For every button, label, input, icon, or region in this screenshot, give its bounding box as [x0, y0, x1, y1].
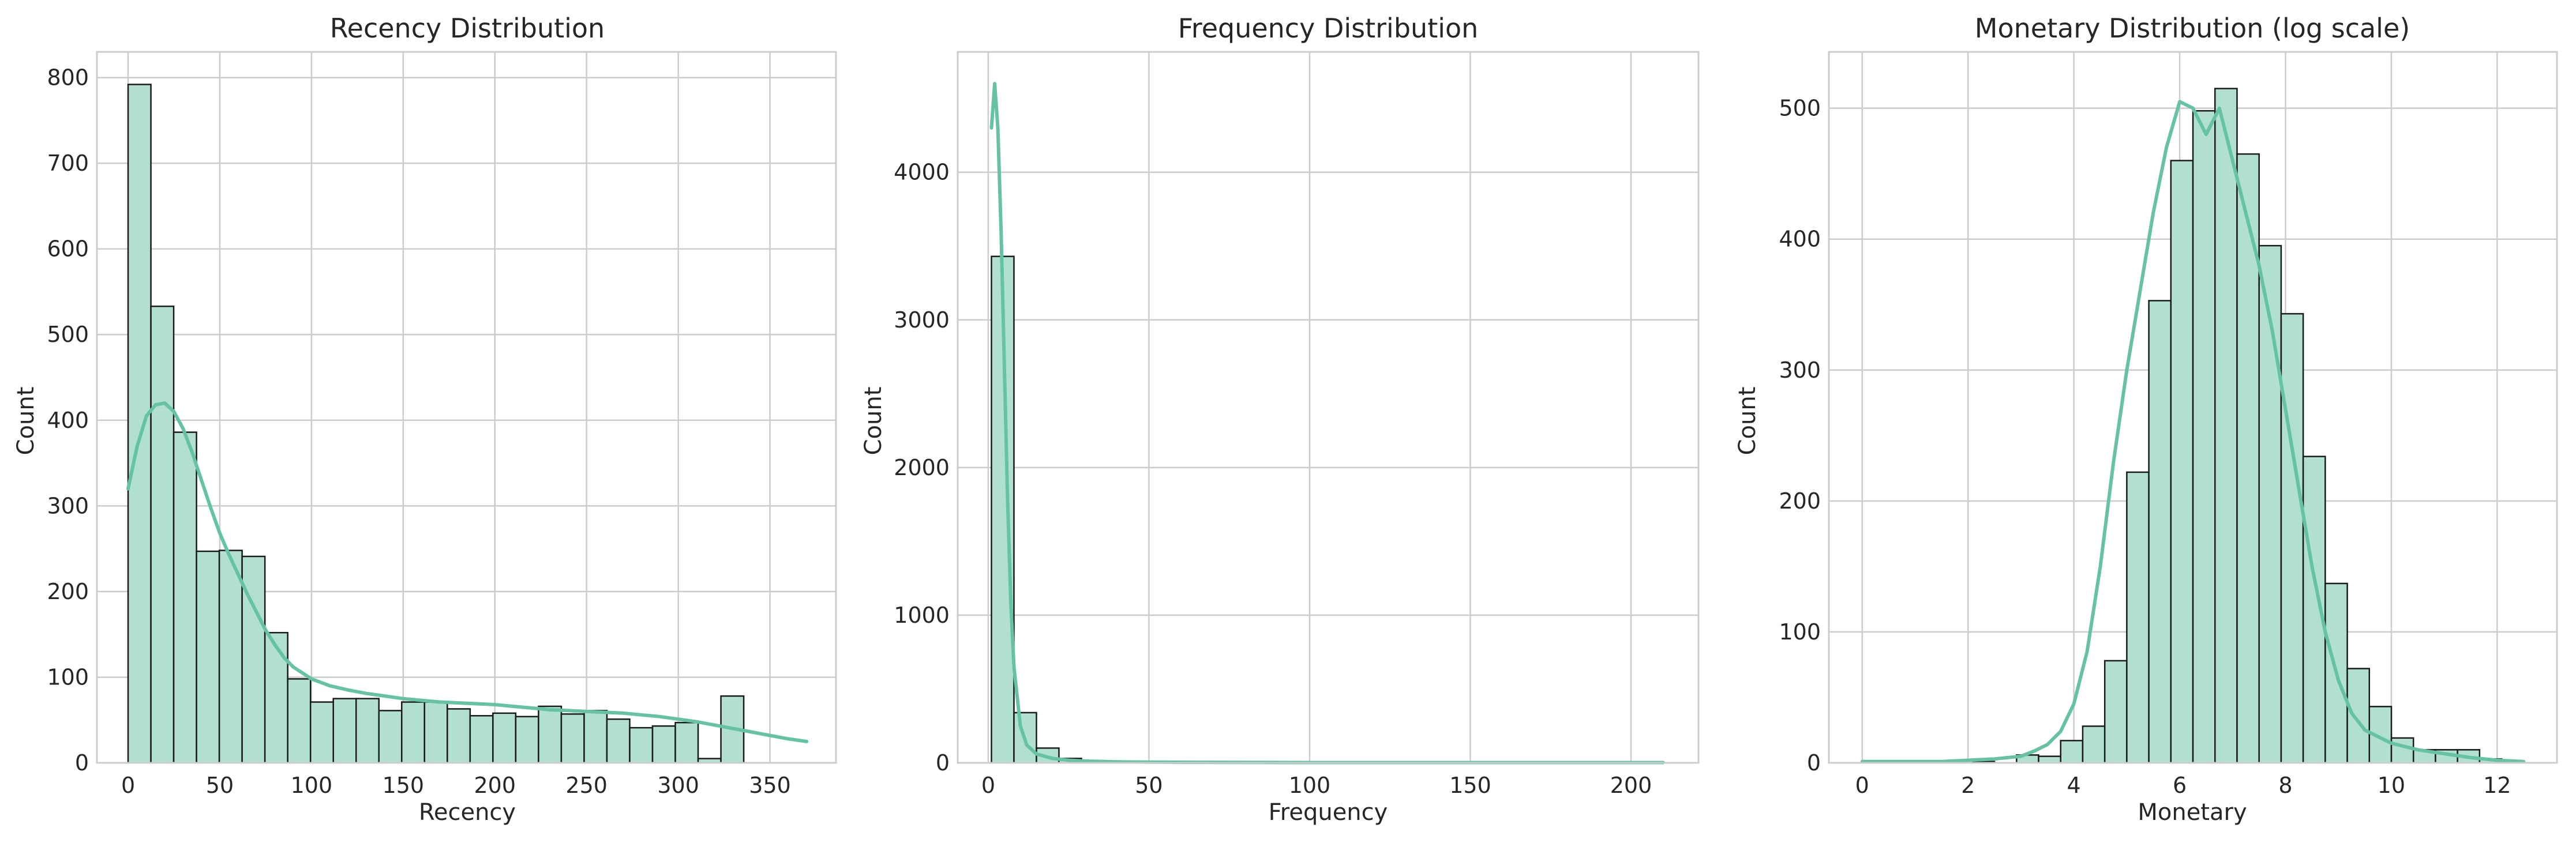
- recency-y-tick-label: 500: [47, 322, 89, 347]
- monetary-x-tick-label: 4: [2067, 773, 2081, 798]
- monetary-y-tick-label: 0: [1807, 750, 1821, 776]
- recency-bar: [538, 705, 563, 764]
- monetary-bar: [2170, 160, 2194, 764]
- recency-y-tick-label: 600: [47, 236, 89, 262]
- recency-x-tick-label: 50: [206, 773, 234, 798]
- monetary-x-tick-label: 8: [2278, 773, 2292, 798]
- recency-x-tick-label: 150: [383, 773, 425, 798]
- recency-y-tick-label: 100: [47, 664, 89, 690]
- recency-bar: [492, 712, 517, 764]
- recency-y-tick-label: 200: [47, 579, 89, 604]
- recency-y-tick-label: 300: [47, 493, 89, 518]
- recency-x-tick-label: 250: [565, 773, 608, 798]
- monetary-bar: [2060, 740, 2084, 764]
- recency-x-tick-label: 100: [291, 773, 333, 798]
- monetary-title: Monetary Distribution (log scale): [1975, 13, 2410, 44]
- recency-bar: [287, 678, 312, 764]
- recency-title: Recency Distribution: [330, 13, 605, 44]
- monetary-x-tick-label: 12: [2483, 773, 2511, 798]
- recency-xlabel: Recency: [419, 799, 516, 826]
- recency-x-tick-label: 200: [474, 773, 516, 798]
- monetary-bar: [2082, 725, 2106, 764]
- recency-y-tick-label: 800: [47, 65, 89, 91]
- recency-bar: [583, 710, 608, 764]
- frequency-y-tick-label: 3000: [894, 307, 950, 333]
- recency-bar: [560, 713, 585, 764]
- recency-bar: [150, 305, 175, 764]
- monetary-x-tick-label: 2: [1961, 773, 1975, 798]
- recency-bar: [629, 727, 654, 764]
- monetary-ylabel: Count: [1734, 387, 1761, 456]
- recency-bar: [378, 710, 403, 764]
- monetary-xlabel: Monetary: [2138, 799, 2247, 826]
- recency-frame: [96, 51, 837, 764]
- recency-y-tick-label: 400: [47, 408, 89, 433]
- recency-panel: Recency Distribution Recency Count 0 50 10…: [13, 13, 837, 826]
- frequency-y-tick-label: 1000: [894, 603, 950, 628]
- recency-bar: [447, 708, 471, 764]
- frequency-xlabel: Frequency: [1269, 799, 1388, 826]
- monetary-bar: [2103, 660, 2128, 764]
- frequency-kde-line: [989, 82, 1665, 765]
- frequency-panel: Frequency Distribution Frequency Count 0…: [860, 13, 1700, 826]
- frequency-bars: [991, 255, 1667, 764]
- frequency-x-tick-label: 150: [1449, 773, 1491, 798]
- monetary-x-tick-label: 6: [2173, 773, 2187, 798]
- monetary-y-tick-label: 200: [1779, 488, 1821, 514]
- recency-y-tick-label: 0: [75, 750, 89, 776]
- recency-bar: [127, 84, 152, 764]
- monetary-bar: [2126, 471, 2150, 764]
- monetary-y-tick-label: 100: [1779, 619, 1821, 645]
- recency-bar: [606, 718, 631, 764]
- recency-y-tick-label: 700: [47, 150, 89, 176]
- frequency-frame: [957, 51, 1700, 764]
- recency-x-tick-label: 300: [657, 773, 699, 798]
- frequency-y-tick-label: 0: [936, 750, 950, 776]
- monetary-frame: [1828, 51, 2558, 764]
- monetary-bar: [2214, 88, 2238, 764]
- monetary-y-tick-label: 500: [1779, 96, 1821, 121]
- monetary-y-tick-label: 400: [1779, 227, 1821, 252]
- recency-bar: [173, 431, 197, 764]
- monetary-bar: [2148, 300, 2172, 764]
- monetary-bar: [2192, 110, 2216, 764]
- recency-bar: [264, 631, 288, 764]
- frequency-y-tick-label: 4000: [894, 160, 950, 185]
- recency-bar: [674, 721, 699, 764]
- frequency-title: Frequency Distribution: [1178, 13, 1479, 44]
- recency-bar: [196, 550, 220, 764]
- frequency-grid: [958, 52, 1698, 764]
- recency-bar: [355, 698, 380, 764]
- monetary-kde-line: [1860, 100, 2526, 763]
- frequency-y-tick-label: 2000: [894, 455, 950, 480]
- recency-kde-line: [126, 401, 809, 743]
- frequency-ylabel: Count: [860, 387, 887, 456]
- monetary-bar: [2346, 668, 2371, 764]
- frequency-x-tick-label: 50: [1135, 773, 1163, 798]
- recency-bar: [651, 725, 676, 764]
- monetary-y-tick-label: 300: [1779, 357, 1821, 383]
- monetary-bar: [2280, 313, 2304, 764]
- recency-x-tick-label: 350: [749, 773, 791, 798]
- recency-bar: [218, 550, 243, 764]
- frequency-x-tick-label: 200: [1610, 773, 1652, 798]
- recency-bar: [401, 701, 426, 764]
- recency-bar: [332, 698, 357, 764]
- recency-ylabel: Count: [13, 387, 39, 456]
- recency-bar: [515, 716, 539, 764]
- frequency-x-tick-label: 100: [1289, 773, 1331, 798]
- recency-x-tick-label: 0: [121, 773, 135, 798]
- monetary-panel: Monetary Distribution (log scale) Moneta…: [1734, 13, 2558, 826]
- monetary-x-tick-label: 0: [1855, 773, 1869, 798]
- recency-bar: [469, 715, 494, 764]
- recency-bar: [423, 701, 448, 764]
- monetary-bar: [2390, 737, 2414, 764]
- frequency-x-tick-label: 0: [981, 773, 995, 798]
- monetary-bars: [1861, 88, 2503, 764]
- monetary-x-tick-label: 10: [2378, 773, 2405, 798]
- recency-bar: [309, 701, 334, 764]
- monetary-bar: [2038, 755, 2061, 764]
